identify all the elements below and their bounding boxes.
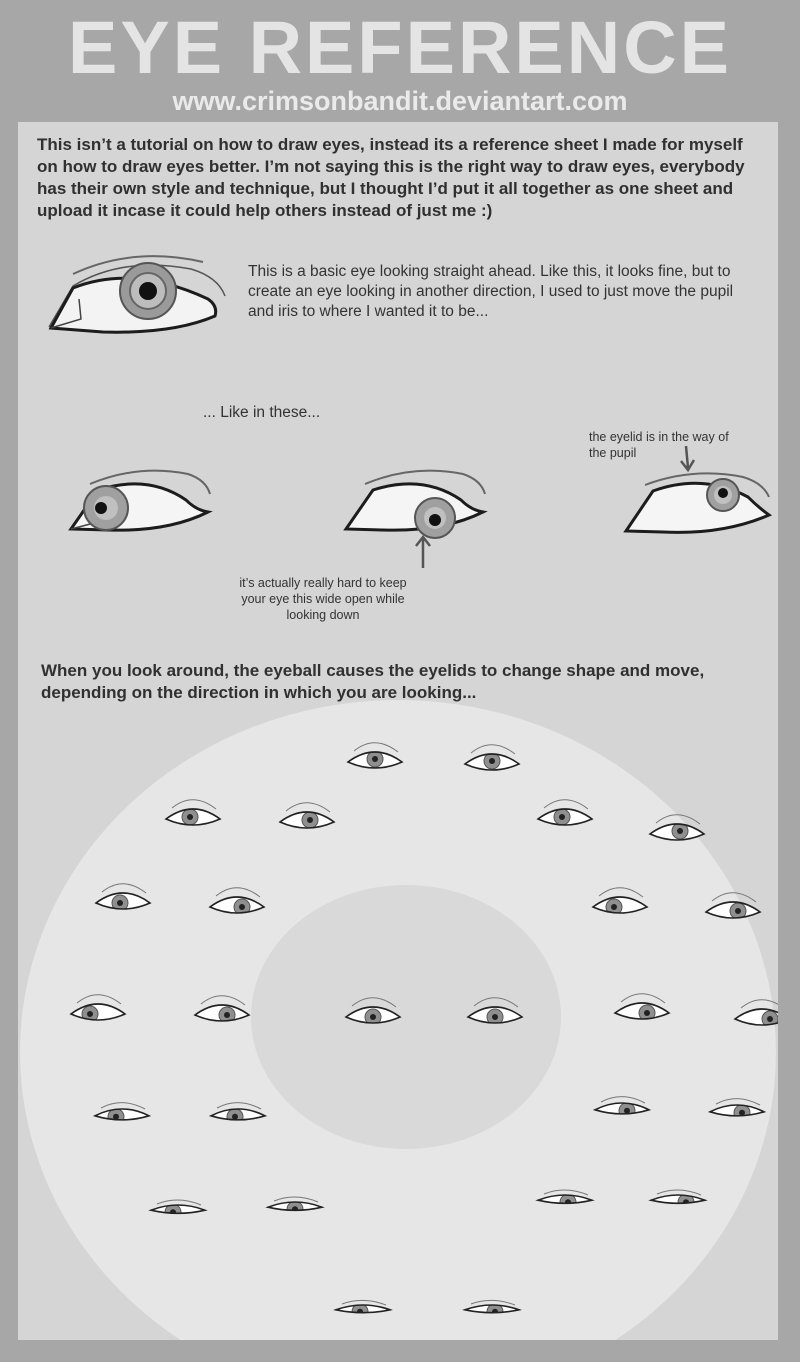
eye-sketch	[92, 1102, 152, 1121]
eye-sketch	[333, 1299, 393, 1314]
eye-sketch	[704, 892, 762, 919]
eye-sketch	[648, 1189, 708, 1205]
eye-sketch	[164, 799, 222, 826]
arrow-up-icon	[415, 534, 431, 568]
eye-sketch	[707, 1098, 767, 1117]
eye-sketch	[346, 742, 404, 769]
eye-sketch	[613, 993, 671, 1020]
eye-sketch	[208, 1102, 268, 1121]
eye-sketch	[535, 1189, 595, 1205]
eye-sketch	[648, 814, 706, 841]
like-in-these-label: ... Like in these...	[203, 404, 321, 421]
eye-sketch	[466, 997, 524, 1024]
eye-looking-up-drawing	[623, 472, 773, 534]
inner-circle	[251, 885, 561, 1149]
eye-looking-left-drawing	[68, 469, 213, 532]
eye-sketch	[94, 883, 152, 910]
eye-sketch	[463, 744, 521, 771]
eye-sketch	[278, 802, 336, 829]
basic-eye-description: This is a basic eye looking straight ahe…	[248, 263, 734, 320]
eye-sketch	[592, 1096, 652, 1115]
eye-sketch	[265, 1196, 325, 1212]
eye-sketch	[344, 997, 402, 1024]
eye-sketches	[69, 742, 778, 1314]
eye-sketch	[208, 887, 266, 914]
eye-sketch	[69, 994, 127, 1021]
eye-sketch	[536, 799, 594, 826]
arrow-down-icon	[680, 445, 696, 472]
eye-sketch	[733, 999, 778, 1026]
eye-sketch	[148, 1199, 208, 1215]
eye-direction-circle	[20, 700, 778, 1340]
eyelid-note: the eyelid is in the way of the pupil	[589, 430, 729, 460]
eye-sketch	[591, 887, 649, 914]
content-panel: This isn’t a tutorial on how to draw eye…	[18, 122, 778, 1340]
intro-paragraph: This isn’t a tutorial on how to draw eye…	[37, 135, 745, 220]
looking-down-note: it’s actually really hard to keep your e…	[239, 576, 407, 622]
eye-sketch	[193, 995, 251, 1022]
site-url: www.crimsonbandit.deviantart.com	[172, 86, 628, 116]
eyeball-description: When you look around, the eyeball causes…	[41, 661, 705, 702]
basic-eye-drawing	[48, 255, 226, 334]
eye-sketch	[462, 1299, 522, 1314]
eye-looking-down-drawing	[343, 469, 488, 539]
page-title: EYE REFERENCE	[67, 6, 733, 89]
